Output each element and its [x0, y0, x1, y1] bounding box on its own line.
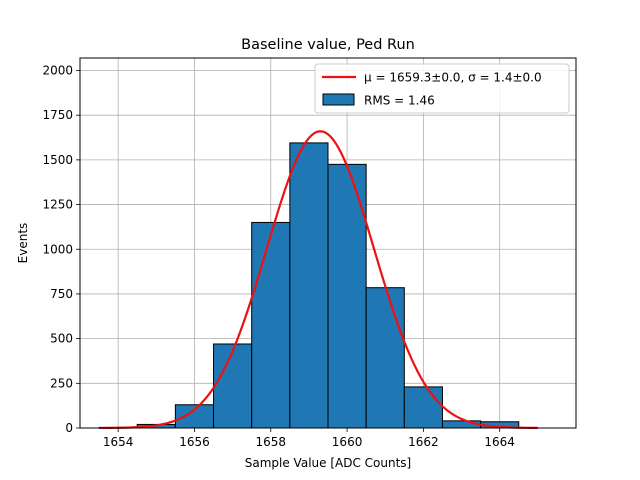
fit-curve [99, 130, 538, 430]
x-tick-label: 1660 [332, 435, 363, 449]
y-axis-ticks: 0 250 500 750 1000 1250 1500 1750 2000 [42, 64, 80, 435]
y-tick-label: 2000 [42, 64, 73, 78]
x-tick-label: 1662 [408, 435, 439, 449]
y-tick-label: 1500 [42, 153, 73, 167]
legend: μ = 1659.3±0.0, σ = 1.4±0.0 RMS = 1.46 [314, 63, 570, 114]
y-tick-label: 1750 [42, 108, 73, 122]
x-tick-label: 1656 [179, 435, 210, 449]
y-axis-label: Events [16, 223, 30, 264]
histogram-bar [289, 142, 329, 429]
histogram-bars [98, 142, 520, 429]
chart-title: Baseline value, Ped Run [241, 37, 415, 53]
x-tick-label: 1654 [103, 435, 134, 449]
legend-fit-label: μ = 1659.3±0.0, σ = 1.4±0.0 [364, 71, 542, 85]
y-tick-label: 1250 [42, 198, 73, 212]
plot-frame [79, 57, 577, 429]
legend-histogram-label: RMS = 1.46 [364, 94, 435, 108]
y-tick-label: 750 [50, 287, 73, 301]
y-tick-label: 0 [65, 421, 73, 435]
histogram-bar [251, 221, 291, 429]
legend-box [314, 63, 570, 114]
y-tick-label: 500 [50, 332, 73, 346]
histogram-bar [403, 386, 443, 429]
y-tick-label: 250 [50, 376, 73, 390]
y-tick-label: 1000 [42, 242, 73, 256]
legend-histogram-swatch [322, 93, 355, 106]
x-tick-label: 1664 [484, 435, 515, 449]
histogram-bar [213, 343, 253, 429]
histogram-bar [365, 287, 405, 429]
x-axis-label: Sample Value [ADC Counts] [245, 456, 411, 470]
x-tick-label: 1658 [255, 435, 286, 449]
x-axis-ticks: 1654 1656 1658 1660 1662 1664 [103, 428, 515, 449]
